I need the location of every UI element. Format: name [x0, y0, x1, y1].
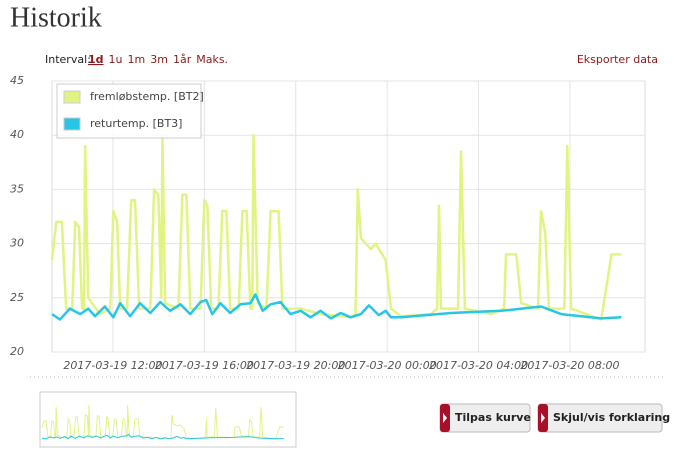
interval-option[interactable]: 1u [109, 53, 123, 66]
page-title: Historik [10, 2, 102, 33]
legend-label: returtemp. [BT3] [90, 117, 182, 130]
button-arrow[interactable] [541, 413, 545, 423]
x-tick-label: 2017-03-20 08:00 [520, 359, 619, 372]
legend-swatch [63, 90, 81, 104]
y-tick-label: 40 [10, 128, 24, 141]
interval-option[interactable]: 1d [88, 53, 104, 66]
y-tick-label: 25 [10, 291, 24, 304]
y-tick-label: 20 [10, 345, 24, 358]
interval-label: Interval: [45, 53, 91, 66]
interval-option[interactable]: 1år [173, 53, 192, 66]
legend-label: fremløbstemp. [BT2] [90, 90, 204, 103]
x-tick-label: 2017-03-19 20:00 [246, 359, 345, 372]
export-link[interactable]: Eksporter data [577, 53, 658, 66]
series-line [51, 293, 622, 321]
button-arrow[interactable] [443, 413, 447, 423]
interval-option[interactable]: 3m [150, 53, 168, 66]
y-tick-label: 35 [10, 182, 24, 195]
overview-line [41, 433, 285, 440]
y-tick-label: 45 [10, 74, 24, 87]
x-tick-label: 2017-03-20 04:00 [429, 359, 528, 372]
legend-box [56, 83, 202, 139]
y-tick-label: 30 [10, 237, 24, 250]
x-tick-label: 2017-03-19 12:00 [63, 359, 162, 372]
interval-option[interactable]: Maks. [196, 53, 228, 66]
x-tick-label: 2017-03-19 16:00 [155, 359, 254, 372]
legend-swatch [63, 117, 81, 131]
button-label[interactable]: Skjul/vis forklaring [553, 411, 670, 424]
button-label[interactable]: Tilpas kurve [455, 411, 531, 424]
interval-option[interactable]: 1m [128, 53, 146, 66]
x-tick-label: 2017-03-20 00:00 [338, 359, 437, 372]
